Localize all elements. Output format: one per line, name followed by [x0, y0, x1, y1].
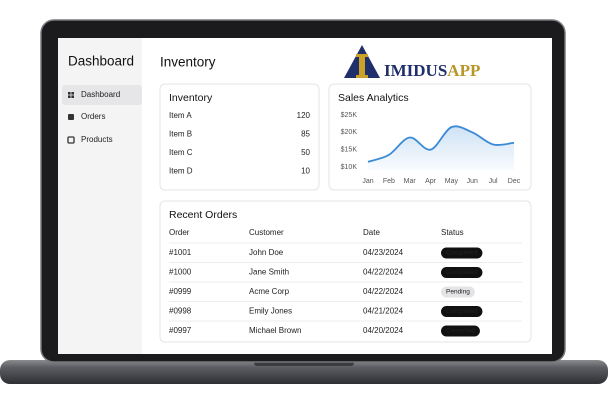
column-header: Status [441, 228, 464, 237]
cell: 04/23/2024 [363, 248, 404, 257]
item-name: Item C [169, 148, 193, 157]
line-area [368, 126, 514, 170]
status-text: Completed [446, 308, 478, 315]
sidebar-title: Dashboard [68, 54, 134, 69]
card-title: Recent Orders [169, 209, 237, 221]
y-tick-label: $10K [341, 164, 358, 171]
cell: John Doe [249, 248, 284, 257]
status-badge: Cancelled [441, 325, 480, 337]
x-tick-label: Jan [362, 178, 373, 185]
nav-item[interactable]: Dashboard [81, 90, 120, 99]
cell: 04/22/2024 [363, 268, 404, 277]
item-name: Item A [169, 111, 192, 120]
status-badge: Pending [441, 286, 475, 298]
y-tick-label: $20K [341, 129, 358, 136]
x-tick-label: Mar [404, 178, 417, 185]
status-badge: Completed [441, 247, 483, 259]
x-tick-label: Dec [508, 178, 521, 185]
card-title: Inventory [169, 92, 213, 104]
status-text: Cancelled [446, 328, 475, 335]
item-qty: 10 [301, 167, 310, 176]
badge-bg [441, 267, 483, 278]
y-tick-label: $15K [341, 147, 358, 154]
svg-text:IMIDUSAPP: IMIDUSAPP [384, 61, 480, 80]
badge-bg [441, 306, 483, 317]
badge-bg [441, 325, 480, 337]
nav-icon [68, 114, 74, 120]
cell: #1000 [169, 268, 192, 277]
x-tick-label: Jul [489, 178, 498, 185]
x-tick-label: Apr [425, 178, 437, 185]
x-tick-label: Feb [383, 178, 395, 185]
nav-icon [68, 92, 74, 98]
status-badge: Completed [441, 267, 483, 278]
item-name: Item D [169, 167, 193, 176]
status-text: Pending [446, 289, 470, 296]
item-qty: 50 [301, 148, 310, 157]
column-header: Order [169, 228, 190, 237]
cell: #0997 [169, 326, 192, 335]
laptop-base [0, 360, 608, 384]
page-title: Inventory [160, 55, 216, 70]
cell: 04/22/2024 [363, 287, 404, 296]
cell: Michael Brown [249, 326, 301, 335]
x-tick-label: Jun [467, 178, 478, 185]
dynamic-content: Item A 120 Item B 85 Item C 50 Item D 10 $10K $15… [169, 111, 522, 337]
x-tick-label: May [445, 178, 459, 185]
logo: IMIDUSAPP [344, 45, 480, 80]
cell: #0998 [169, 307, 192, 316]
item-name: Item B [169, 130, 192, 139]
line [367, 125, 515, 163]
nav-item[interactable]: Products [81, 135, 113, 144]
nav-icon [67, 136, 75, 144]
cell: 04/21/2024 [363, 307, 404, 316]
badge-bg [441, 247, 483, 259]
column-header: Customer [249, 228, 284, 237]
orders-card [159, 200, 532, 343]
cell: Jane Smith [249, 268, 289, 277]
cell: Acme Corp [249, 287, 290, 296]
cell: 04/20/2024 [363, 326, 404, 335]
column-header: Date [363, 228, 380, 237]
item-qty: 85 [301, 130, 310, 139]
logo-text: IMIDUS [384, 61, 447, 80]
inventory-card [159, 83, 320, 191]
badge-bg [441, 286, 475, 298]
card-title: Sales Analytics [338, 92, 409, 104]
status-badge: Completed [441, 306, 483, 317]
nav-item[interactable]: Orders [81, 112, 105, 121]
status-text: Completed [446, 269, 478, 276]
y-tick-label: $25K [341, 112, 358, 119]
cell: #0999 [169, 287, 192, 296]
cell: Emily Jones [249, 307, 292, 316]
nav-active-bg [62, 85, 142, 105]
item-qty: 120 [297, 111, 311, 120]
logo-text: APP [447, 61, 480, 80]
status-text: Completed [446, 250, 478, 257]
cell: #1001 [169, 248, 192, 257]
